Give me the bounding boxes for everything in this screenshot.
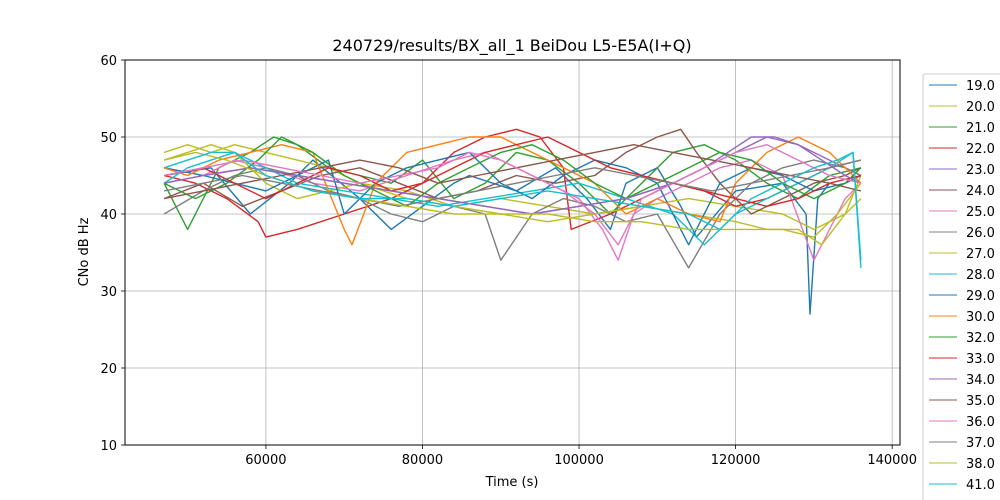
x-axis-label: Time (s) <box>485 475 539 490</box>
series-line-36-0 <box>163 143 862 246</box>
legend-item: 36.0 <box>929 415 995 430</box>
legend-item: 37.0 <box>929 436 995 451</box>
legend-item: 38.0 <box>929 457 995 472</box>
legend-item: 30.0 <box>929 310 995 325</box>
series-line-33-0 <box>163 136 862 208</box>
x-tick-label: 100000 <box>554 453 604 468</box>
legend-label: 33.0 <box>966 352 995 367</box>
legend-item: 27.0 <box>929 247 995 262</box>
y-tick-label: 20 <box>100 362 117 377</box>
legend-item: 24.0 <box>929 184 995 199</box>
legend-item: 26.0 <box>929 226 995 241</box>
series-line-21-0 <box>163 136 862 231</box>
legend-item: 34.0 <box>929 373 995 388</box>
y-tick-label: 60 <box>100 54 117 69</box>
x-tick-label: 80000 <box>402 453 443 468</box>
series-line-34-0 <box>163 136 862 215</box>
legend-item: 29.0 <box>929 289 995 304</box>
legend-label: 22.0 <box>966 142 995 157</box>
legend-label: 41.0 <box>966 478 995 493</box>
legend-item: 35.0 <box>929 394 995 409</box>
y-tick-label: 40 <box>100 208 117 223</box>
legend: 19.0 20.0 21.0 22.0 23.0 24.0 25.0 26.0 27.0 28.0… <box>922 73 1000 500</box>
legend-label: 28.0 <box>966 268 995 283</box>
legend-item: 28.0 <box>929 268 995 283</box>
legend-item: 21.0 <box>929 121 995 136</box>
legend-item: 19.0 <box>929 79 995 94</box>
series-line-25-0 <box>163 151 862 261</box>
legend-item: 41.0 <box>929 478 995 493</box>
legend-item: 22.0 <box>929 142 995 157</box>
legend-frame <box>922 73 1000 500</box>
series-line-22-0 <box>163 128 862 238</box>
legend-label: 24.0 <box>966 184 995 199</box>
legend-label: 32.0 <box>966 331 995 346</box>
legend-label: 23.0 <box>966 163 995 178</box>
series-line-32-0 <box>163 136 862 208</box>
x-tick-label: 60000 <box>245 453 286 468</box>
plot-area <box>163 128 862 315</box>
y-tick-label: 10 <box>100 439 117 454</box>
legend-label: 20.0 <box>966 100 995 115</box>
series-line-37-0 <box>163 159 862 208</box>
legend-label: 36.0 <box>966 415 995 430</box>
legend-label: 25.0 <box>966 205 995 220</box>
legend-item: 25.0 <box>929 205 995 220</box>
legend-label: 19.0 <box>966 79 995 94</box>
series-line-28-0 <box>163 151 862 261</box>
legend-item: 32.0 <box>929 331 995 346</box>
series-line-41-0 <box>163 151 862 268</box>
legend-label: 37.0 <box>966 436 995 451</box>
legend-item: 33.0 <box>929 352 995 367</box>
x-tick-label: 120000 <box>711 453 761 468</box>
series-line-38-0 <box>163 151 862 238</box>
axis-ticks: 60000 80000 100000 120000 140000 10 20 30 40 50 60 <box>100 54 917 468</box>
legend-label: 35.0 <box>966 394 995 409</box>
legend-item: 23.0 <box>929 163 995 178</box>
legend-label: 38.0 <box>966 457 995 472</box>
y-tick-label: 50 <box>100 131 117 146</box>
legend-label: 27.0 <box>966 247 995 262</box>
x-tick-label: 140000 <box>867 453 917 468</box>
y-tick-label: 30 <box>100 285 117 300</box>
y-axis-label: CNo dB Hz <box>77 217 92 286</box>
series-line-30-0 <box>163 136 862 246</box>
legend-label: 26.0 <box>966 226 995 241</box>
legend-label: 30.0 <box>966 310 995 325</box>
chart-title: 240729/results/BX_all_1 BeiDou L5-E5A(I+… <box>332 36 691 56</box>
legend-label: 29.0 <box>966 289 995 304</box>
plot-frame <box>124 59 901 446</box>
legend-label: 21.0 <box>966 121 995 136</box>
legend-label: 34.0 <box>966 373 995 388</box>
legend-item: 20.0 <box>929 100 995 115</box>
